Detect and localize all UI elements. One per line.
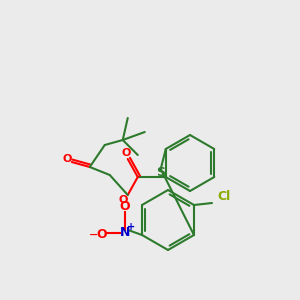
Text: −: − <box>89 230 99 240</box>
Text: N: N <box>120 226 130 239</box>
Text: S: S <box>156 167 165 179</box>
Text: O: O <box>121 148 130 158</box>
Text: O: O <box>118 195 128 205</box>
Text: O: O <box>120 200 130 212</box>
Text: O: O <box>62 154 71 164</box>
Text: O: O <box>97 229 107 242</box>
Text: +: + <box>127 222 135 232</box>
Text: Cl: Cl <box>218 190 231 203</box>
